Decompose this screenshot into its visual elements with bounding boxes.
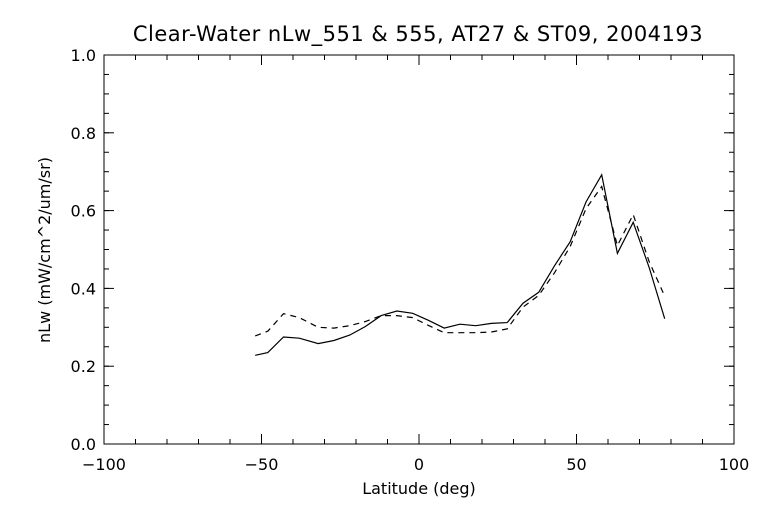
plot-frame (103, 54, 735, 445)
x-axis-label: Latitude (deg) (362, 479, 476, 498)
x-tick-label: −100 (82, 455, 126, 474)
x-tick-label: 100 (719, 455, 750, 474)
axis-tick-labels: −100 −50 0 50 100 0.0 0.2 0.4 0.6 0.8 1.0 (71, 46, 750, 474)
series-line-2-dashed (254, 185, 666, 337)
y-tick-label: 0.8 (71, 124, 96, 143)
axis-ticks (103, 54, 735, 445)
x-tick-label: −50 (245, 455, 279, 474)
series-layer (254, 173, 666, 356)
chart-title: Clear-Water nLw_551 & 555, AT27 & ST09, … (133, 22, 703, 47)
y-axis-label: nLw (mW/cm^2/um/sr) (35, 157, 54, 343)
y-tick-label: 0.6 (71, 202, 96, 221)
y-tick-label: 0.4 (71, 279, 96, 298)
y-tick-label: 0.2 (71, 357, 96, 376)
y-tick-label: 0.0 (71, 435, 96, 454)
x-tick-label: 0 (414, 455, 424, 474)
x-tick-label: 50 (566, 455, 586, 474)
series-line-1-solid (255, 173, 666, 356)
y-tick-label: 1.0 (71, 46, 96, 65)
